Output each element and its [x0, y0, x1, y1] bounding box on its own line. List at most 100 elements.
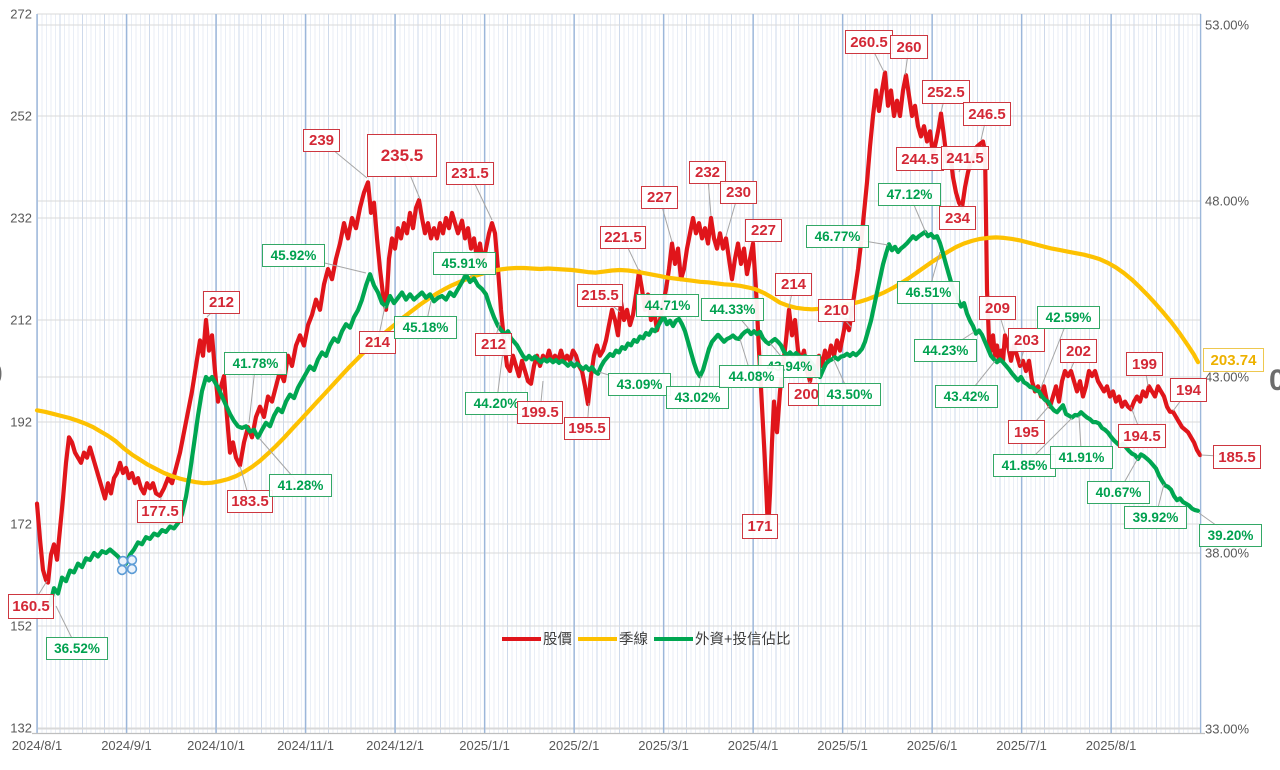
data-label-46_77pct: 46.77%	[806, 225, 869, 248]
price-axis-tick: 272	[10, 6, 32, 22]
data-label-203: 203	[1008, 328, 1045, 352]
data-label-227: 227	[641, 186, 678, 209]
data-label-241_5: 241.5	[941, 146, 989, 170]
data-label-234: 234	[939, 206, 976, 230]
data-label-203_74: 203.74	[1203, 348, 1264, 372]
data-label-41_85pct: 41.85%	[993, 454, 1056, 477]
date-axis-tick: 2024/11/1	[277, 738, 334, 753]
data-label-199: 199	[1126, 352, 1163, 376]
percent-axis-tick: 53.00%	[1205, 17, 1250, 33]
percent-axis-tick: 33.00%	[1205, 721, 1250, 737]
chart-legend: 股價 季線 外資+投信佔比	[502, 628, 792, 649]
data-label-209: 209	[979, 296, 1016, 320]
data-label-212: 212	[475, 333, 512, 356]
data-label-46_51pct: 46.51%	[897, 281, 960, 304]
data-label-43_50pct: 43.50%	[818, 383, 881, 406]
date-axis-tick: 2025/5/1	[817, 738, 868, 753]
data-label-214: 214	[359, 331, 396, 354]
data-label-199_5: 199.5	[517, 401, 563, 424]
data-label-246_5: 246.5	[963, 102, 1011, 126]
clipped-axis-glyph-right: 0	[1269, 364, 1280, 397]
data-label-239: 239	[303, 129, 340, 152]
data-label-244_5: 244.5	[896, 147, 944, 171]
legend-swatch-institutional-ratio	[654, 636, 693, 641]
legend-swatch-quarterly-ma	[578, 636, 617, 641]
data-label-212: 212	[203, 291, 240, 314]
data-label-195_5: 195.5	[564, 417, 610, 440]
data-label-195: 195	[1008, 420, 1045, 444]
data-label-227: 227	[745, 219, 782, 242]
price-axis-tick: 212	[10, 312, 32, 328]
data-label-252_5: 252.5	[922, 80, 970, 104]
data-label-202: 202	[1060, 339, 1097, 363]
date-axis-tick: 2024/9/1	[101, 738, 152, 753]
data-label-44_33pct: 44.33%	[701, 298, 764, 321]
data-label-39_20pct: 39.20%	[1199, 524, 1262, 547]
data-label-214: 214	[775, 273, 812, 296]
data-label-41_78pct: 41.78%	[224, 352, 287, 375]
data-label-36_52pct: 36.52%	[46, 637, 108, 660]
date-axis-tick: 2025/1/1	[459, 738, 510, 753]
data-label-44_08pct: 44.08%	[719, 365, 784, 388]
data-label-44_20pct: 44.20%	[465, 392, 528, 415]
date-axis-tick: 2025/2/1	[548, 738, 600, 753]
price-axis-tick: 152	[10, 618, 32, 634]
data-label-260: 260	[890, 35, 928, 59]
price-axis-tick: 172	[10, 516, 32, 532]
date-axis-tick: 2024/8/1	[11, 738, 63, 753]
data-label-230: 230	[720, 181, 757, 204]
data-label-200: 200	[788, 383, 825, 406]
price-axis-tick: 192	[10, 414, 32, 430]
data-label-160_5: 160.5	[8, 594, 54, 619]
data-label-39_92pct: 39.92%	[1124, 506, 1187, 529]
data-label-43_42pct: 43.42%	[935, 385, 998, 408]
data-label-232: 232	[689, 161, 726, 184]
data-label-210: 210	[818, 299, 855, 322]
legend-swatch-stock-price	[502, 636, 541, 641]
data-label-41_28pct: 41.28%	[269, 474, 332, 497]
price-axis-tick: 132	[10, 720, 32, 736]
price-axis-tick: 252	[10, 108, 32, 124]
data-label-260_5: 260.5	[845, 30, 893, 54]
data-label-171: 171	[742, 514, 778, 539]
date-axis-tick: 2025/4/1	[727, 738, 779, 753]
data-label-45_91pct: 45.91%	[433, 252, 496, 275]
percent-axis-tick: 43.00%	[1205, 369, 1250, 385]
data-label-45_92pct: 45.92%	[262, 244, 325, 267]
date-axis-tick: 2025/6/1	[906, 738, 958, 753]
percent-axis-tick: 38.00%	[1205, 545, 1250, 561]
data-label-235_5: 235.5	[367, 134, 437, 177]
data-label-194_5: 194.5	[1118, 424, 1166, 448]
percent-axis-tick: 48.00%	[1205, 193, 1250, 209]
data-label-47_12pct: 47.12%	[878, 183, 941, 206]
data-label-185_5: 185.5	[1213, 445, 1261, 469]
data-label-40_67pct: 40.67%	[1087, 481, 1150, 504]
legend-item-institutional-ratio: 外資+投信佔比	[654, 628, 790, 649]
data-label-177_5: 177.5	[137, 500, 183, 523]
date-axis-tick: 2025/8/1	[1085, 738, 1137, 753]
legend-label-stock-price: 股價	[543, 632, 572, 648]
data-label-43_02pct: 43.02%	[666, 386, 729, 409]
data-label-44_71pct: 44.71%	[636, 294, 699, 317]
data-label-45_18pct: 45.18%	[394, 316, 457, 339]
date-axis-tick: 2025/3/1	[638, 738, 689, 753]
data-label-215_5: 215.5	[577, 284, 623, 307]
clipped-axis-glyph-left: 0	[0, 358, 3, 392]
price-axis-tick: 232	[10, 210, 32, 226]
data-label-41_91pct: 41.91%	[1050, 446, 1113, 469]
data-label-43_09pct: 43.09%	[608, 373, 671, 396]
legend-label-institutional-ratio: 外資+投信佔比	[695, 632, 791, 648]
date-axis-tick: 2024/12/1	[366, 738, 424, 753]
date-axis-tick: 2025/7/1	[996, 738, 1047, 753]
date-axis-tick: 2024/10/1	[187, 738, 245, 753]
data-label-42_59pct: 42.59%	[1037, 306, 1100, 329]
data-label-231_5: 231.5	[446, 162, 494, 185]
legend-label-quarterly-ma: 季線	[619, 632, 648, 648]
data-label-44_23pct: 44.23%	[914, 339, 977, 362]
legend-item-quarterly-ma: 季線	[578, 628, 648, 649]
data-label-221_5: 221.5	[600, 226, 646, 249]
legend-item-stock-price: 股價	[502, 628, 572, 649]
data-label-194: 194	[1170, 378, 1207, 402]
data-label-183_5: 183.5	[227, 490, 273, 513]
